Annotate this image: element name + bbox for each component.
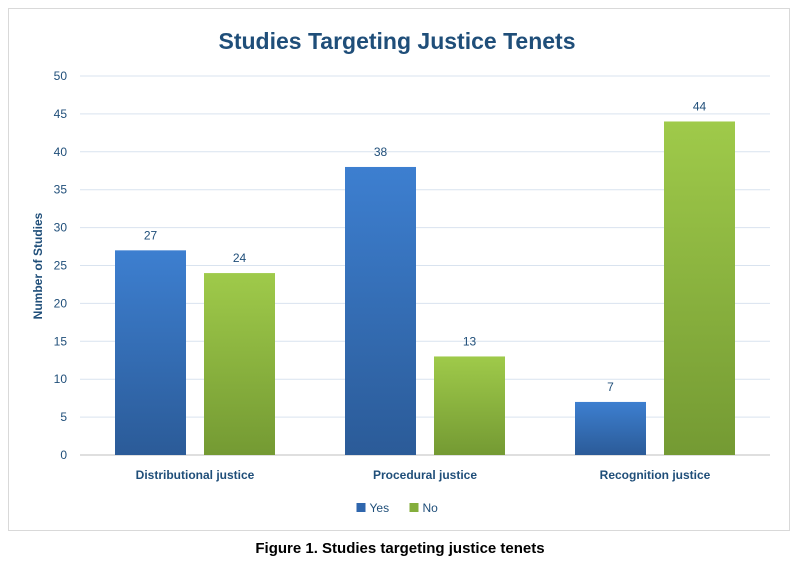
- y-tick-label: 20: [54, 296, 68, 310]
- chart-title: Studies Targeting Justice Tenets: [218, 28, 575, 54]
- x-tick-label: Distributional justice: [136, 468, 255, 482]
- data-label: 7: [607, 380, 614, 394]
- bar-chart: Studies Targeting Justice Tenets Number …: [31, 28, 770, 515]
- data-label: 13: [463, 334, 477, 348]
- legend-swatch-yes: [356, 503, 366, 512]
- y-tick-label: 50: [54, 69, 68, 83]
- bars: [115, 121, 735, 455]
- x-tick-label: Recognition justice: [600, 468, 711, 482]
- figure-caption: Figure 1. Studies targeting justice tene…: [255, 540, 545, 557]
- legend: Yes No: [356, 501, 439, 515]
- data-label: 38: [374, 145, 388, 159]
- y-tick-label: 5: [60, 410, 67, 424]
- legend-label-no: No: [423, 501, 439, 515]
- x-axis-labels: Distributional justice Procedural justice…: [136, 468, 711, 482]
- data-label: 44: [693, 99, 707, 113]
- bar-no-2: [434, 356, 505, 455]
- bar-no-1: [204, 273, 275, 455]
- bar-no-3: [664, 121, 735, 455]
- y-tick-label: 0: [60, 448, 67, 462]
- y-tick-label: 15: [54, 334, 68, 348]
- legend-swatch-no: [409, 503, 419, 512]
- data-label: 24: [233, 251, 247, 265]
- x-tick-label: Procedural justice: [373, 468, 477, 482]
- y-tick-label: 30: [54, 221, 68, 235]
- bar-yes-2: [345, 166, 416, 455]
- grid-lines: [80, 75, 770, 456]
- data-label: 27: [144, 228, 158, 242]
- y-tick-label: 40: [54, 145, 68, 159]
- bar-yes-3: [575, 401, 646, 455]
- y-axis-ticks: 0 5 10 15 20 25 30 35 40 45 50: [54, 69, 68, 462]
- y-axis-title: Number of Studies: [31, 212, 45, 319]
- y-tick-label: 10: [54, 372, 68, 386]
- y-tick-label: 35: [54, 183, 68, 197]
- legend-label-yes: Yes: [370, 501, 390, 515]
- bar-yes-1: [115, 250, 186, 455]
- data-labels: 27 24 38 13 7 44: [144, 99, 707, 393]
- y-tick-label: 45: [54, 107, 68, 121]
- y-tick-label: 25: [54, 259, 68, 273]
